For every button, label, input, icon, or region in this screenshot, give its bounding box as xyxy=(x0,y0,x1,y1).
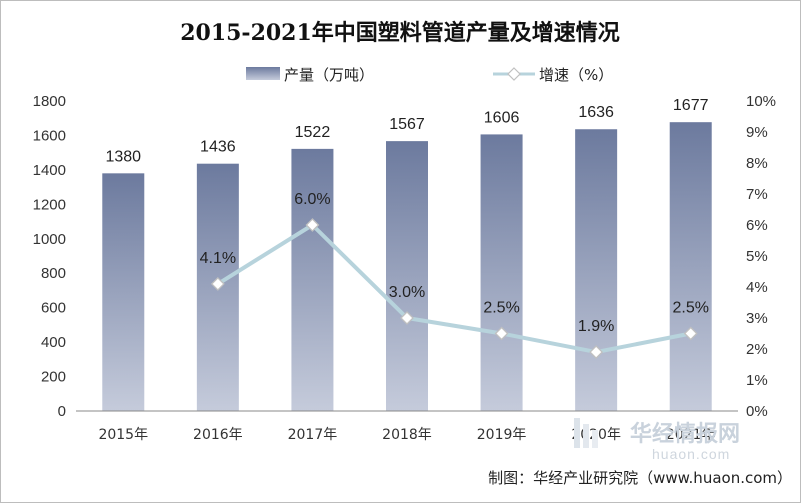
y2-tick-label: 7% xyxy=(746,186,768,203)
y-tick-label: 600 xyxy=(41,300,66,317)
legend-bar-swatch xyxy=(246,67,280,80)
legend: 产量（万吨） 增速（%） xyxy=(246,66,613,84)
x-axis-ticks: 2015年2016年2017年2018年2019年2020年2021年 xyxy=(98,427,715,443)
bar-value-label: 1636 xyxy=(578,104,614,121)
growth-value-label: 3.0% xyxy=(389,284,425,301)
y2-tick-label: 2% xyxy=(746,341,768,358)
growth-marker xyxy=(305,218,320,232)
y2-tick-label: 3% xyxy=(746,310,768,327)
bar xyxy=(575,129,618,411)
bar-value-label: 1677 xyxy=(673,97,709,114)
growth-marker xyxy=(400,311,414,325)
chart-title: 2015-2021年中国塑料管道产量及增速情况 xyxy=(180,20,620,46)
growth-value-label: 2.5% xyxy=(672,300,708,317)
growth-labels: 4.1% 6.0% 3.0% 2.5% 1.9% 2.5% xyxy=(200,191,709,335)
growth-value-label: 4.1% xyxy=(200,250,236,267)
y2-tick-label: 1% xyxy=(746,372,768,389)
bar-value-label: 1567 xyxy=(389,116,425,133)
bar xyxy=(102,173,145,411)
bar-series xyxy=(102,122,712,411)
y2-tick-label: 10% xyxy=(746,93,776,110)
bar-value-label: 1380 xyxy=(105,148,141,165)
legend-bar-label: 产量（万吨） xyxy=(284,66,374,84)
y-tick-label: 1800 xyxy=(33,93,66,110)
y2-tick-label: 9% xyxy=(746,124,768,141)
watermark-name: 华经情报网 xyxy=(630,421,740,447)
bar xyxy=(480,134,523,411)
y2-tick-label: 6% xyxy=(746,217,768,234)
x-tick-label: 2018年 xyxy=(382,427,432,443)
growth-line xyxy=(216,223,692,355)
y-tick-label: 400 xyxy=(41,334,66,351)
watermark-logo-bar-2 xyxy=(583,424,589,448)
x-tick-label: 2017年 xyxy=(288,427,338,443)
bar-value-label: 1606 xyxy=(484,109,520,126)
growth-value-label: 2.5% xyxy=(483,300,519,317)
growth-value-label: 6.0% xyxy=(294,191,330,208)
y-tick-label: 0 xyxy=(58,403,66,420)
y-tick-label: 1600 xyxy=(33,127,66,144)
legend-line-marker xyxy=(507,67,521,81)
x-tick-label: 2015年 xyxy=(98,427,148,443)
growth-marker xyxy=(589,345,604,360)
growth-marker xyxy=(683,326,698,341)
y2-tick-label: 8% xyxy=(746,155,768,172)
y-tick-label: 1400 xyxy=(33,162,66,179)
growth-marker xyxy=(210,276,225,291)
bar xyxy=(386,141,428,411)
y2-tick-label: 5% xyxy=(746,248,768,265)
bar-value-label: 1522 xyxy=(295,124,331,141)
legend-line-label: 增速（%） xyxy=(539,66,613,84)
watermark-url: huaon.com xyxy=(652,446,730,462)
y-tick-label: 800 xyxy=(41,265,66,282)
watermark: 华经情报网 huaon.com xyxy=(574,418,740,462)
y-tick-label: 1200 xyxy=(33,196,66,213)
x-tick-label: 2019年 xyxy=(477,427,527,443)
source-note: 制图：华经产业研究院（www.huaon.com） xyxy=(488,469,792,487)
y2-axis-ticks: 0% 1% 2% 3% 4% 5% 6% 7% 8% 9% 10% xyxy=(746,93,776,420)
y2-tick-label: 0% xyxy=(746,403,768,420)
watermark-logo-bar-3 xyxy=(592,430,598,448)
bar-labels: 1380 1436 1522 1567 1606 1636 1677 xyxy=(105,97,708,165)
growth-marker xyxy=(494,326,509,341)
bar-value-label: 1436 xyxy=(200,139,236,156)
bar xyxy=(291,148,334,411)
y-tick-label: 1000 xyxy=(33,231,66,248)
growth-line-series xyxy=(210,218,698,360)
y-tick-label: 200 xyxy=(41,369,66,386)
y-axis-ticks: 0 200 400 600 800 1000 1200 1400 1600 1800 xyxy=(33,93,66,420)
x-tick-label: 2021年 xyxy=(666,427,716,443)
bar xyxy=(669,122,712,411)
x-tick-label: 2016年 xyxy=(193,427,243,443)
watermark-logo-bar-1 xyxy=(574,418,580,448)
growth-value-label: 1.9% xyxy=(578,318,614,335)
y2-tick-label: 4% xyxy=(746,279,768,296)
